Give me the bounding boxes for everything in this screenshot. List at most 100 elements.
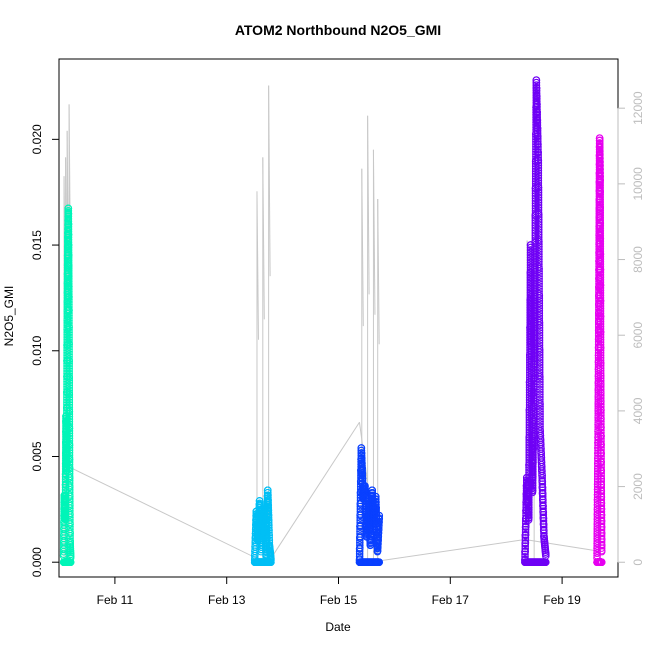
data-point [65, 398, 74, 407]
data-point [534, 196, 543, 204]
data-point [597, 517, 606, 526]
data-point [596, 195, 605, 204]
data-point [596, 364, 605, 373]
data-point [535, 240, 543, 248]
data-point [534, 188, 543, 197]
data-point [597, 511, 606, 520]
data-point [535, 299, 544, 308]
y-tick-label: 0.005 [30, 441, 44, 471]
data-point [596, 366, 605, 375]
data-point [535, 346, 544, 354]
data-point [527, 273, 535, 282]
data-point [61, 488, 70, 497]
data-point [596, 276, 605, 284]
data-point [533, 94, 541, 103]
data-point [526, 253, 535, 262]
data-point [65, 274, 73, 283]
points-layer [59, 76, 606, 567]
data-point [527, 275, 535, 284]
y2-tick-label: 2000 [631, 473, 645, 500]
data-point [596, 356, 605, 364]
data-point [358, 469, 367, 478]
data-point [534, 164, 543, 172]
data-point [65, 277, 73, 285]
y2-tick-label: 4000 [631, 397, 645, 424]
data-point [532, 81, 541, 89]
data-point [535, 247, 543, 256]
data-point [596, 309, 605, 318]
data-point [65, 432, 74, 440]
data-point [596, 333, 605, 341]
data-point [597, 523, 606, 532]
data-point [526, 241, 535, 249]
data-point [521, 550, 529, 559]
data-point [525, 511, 533, 519]
data-point [593, 529, 602, 538]
data-point [533, 105, 541, 114]
data-point [65, 464, 74, 473]
data-point [525, 508, 533, 517]
data-point [65, 410, 74, 418]
data-point [596, 200, 605, 209]
data-point [526, 248, 535, 257]
data-point [65, 474, 74, 482]
data-point [535, 307, 544, 315]
data-point [535, 324, 544, 332]
data-point [535, 272, 543, 281]
altitude-spike [377, 198, 380, 345]
data-point [264, 514, 273, 522]
data-point [596, 252, 605, 261]
data-point [65, 326, 73, 334]
y2-axis: 0 2000 4000 6000 8000 10000 12000 [617, 91, 645, 566]
data-point [596, 348, 605, 357]
data-point [65, 412, 74, 421]
data-point [596, 380, 605, 389]
data-point [65, 306, 73, 315]
data-point [527, 270, 535, 279]
data-point [597, 507, 606, 516]
y2-tick-label: 10000 [631, 167, 645, 201]
data-point [597, 505, 606, 514]
data-point [64, 251, 73, 260]
data-point [61, 491, 70, 499]
data-point [535, 309, 544, 318]
data-point [64, 215, 73, 223]
data-point [536, 410, 544, 418]
x-tick-label: Feb 11 [97, 593, 134, 607]
data-point [374, 532, 383, 540]
data-point [536, 375, 544, 384]
data-point [596, 317, 605, 326]
data-point [530, 359, 539, 368]
data-point [61, 483, 70, 492]
altitude-spike [268, 85, 271, 277]
data-point [534, 143, 542, 151]
data-point [526, 243, 535, 252]
data-point [597, 547, 606, 556]
data-point [264, 496, 272, 505]
data-point [597, 526, 606, 534]
data-point [597, 441, 605, 449]
data-point [535, 242, 543, 251]
data-point [596, 211, 605, 219]
data-point [372, 495, 380, 503]
x-axis: Feb 11 Feb 13 Feb 15 Feb 17 Feb 19 [97, 576, 581, 607]
data-point [596, 328, 605, 336]
data-point [534, 151, 542, 159]
data-point [533, 102, 541, 111]
data-point [358, 456, 366, 465]
data-point [264, 491, 272, 500]
data-point [267, 556, 275, 564]
data-point [596, 234, 605, 243]
data-point [536, 400, 544, 408]
data-point [65, 424, 74, 433]
data-point [357, 446, 366, 455]
data-point [65, 381, 74, 390]
data-point [596, 266, 605, 274]
data-point [65, 272, 73, 280]
data-point [63, 372, 71, 380]
data-point [597, 467, 605, 475]
data-point [527, 288, 535, 297]
data-point [596, 315, 605, 323]
data-point [65, 379, 74, 387]
